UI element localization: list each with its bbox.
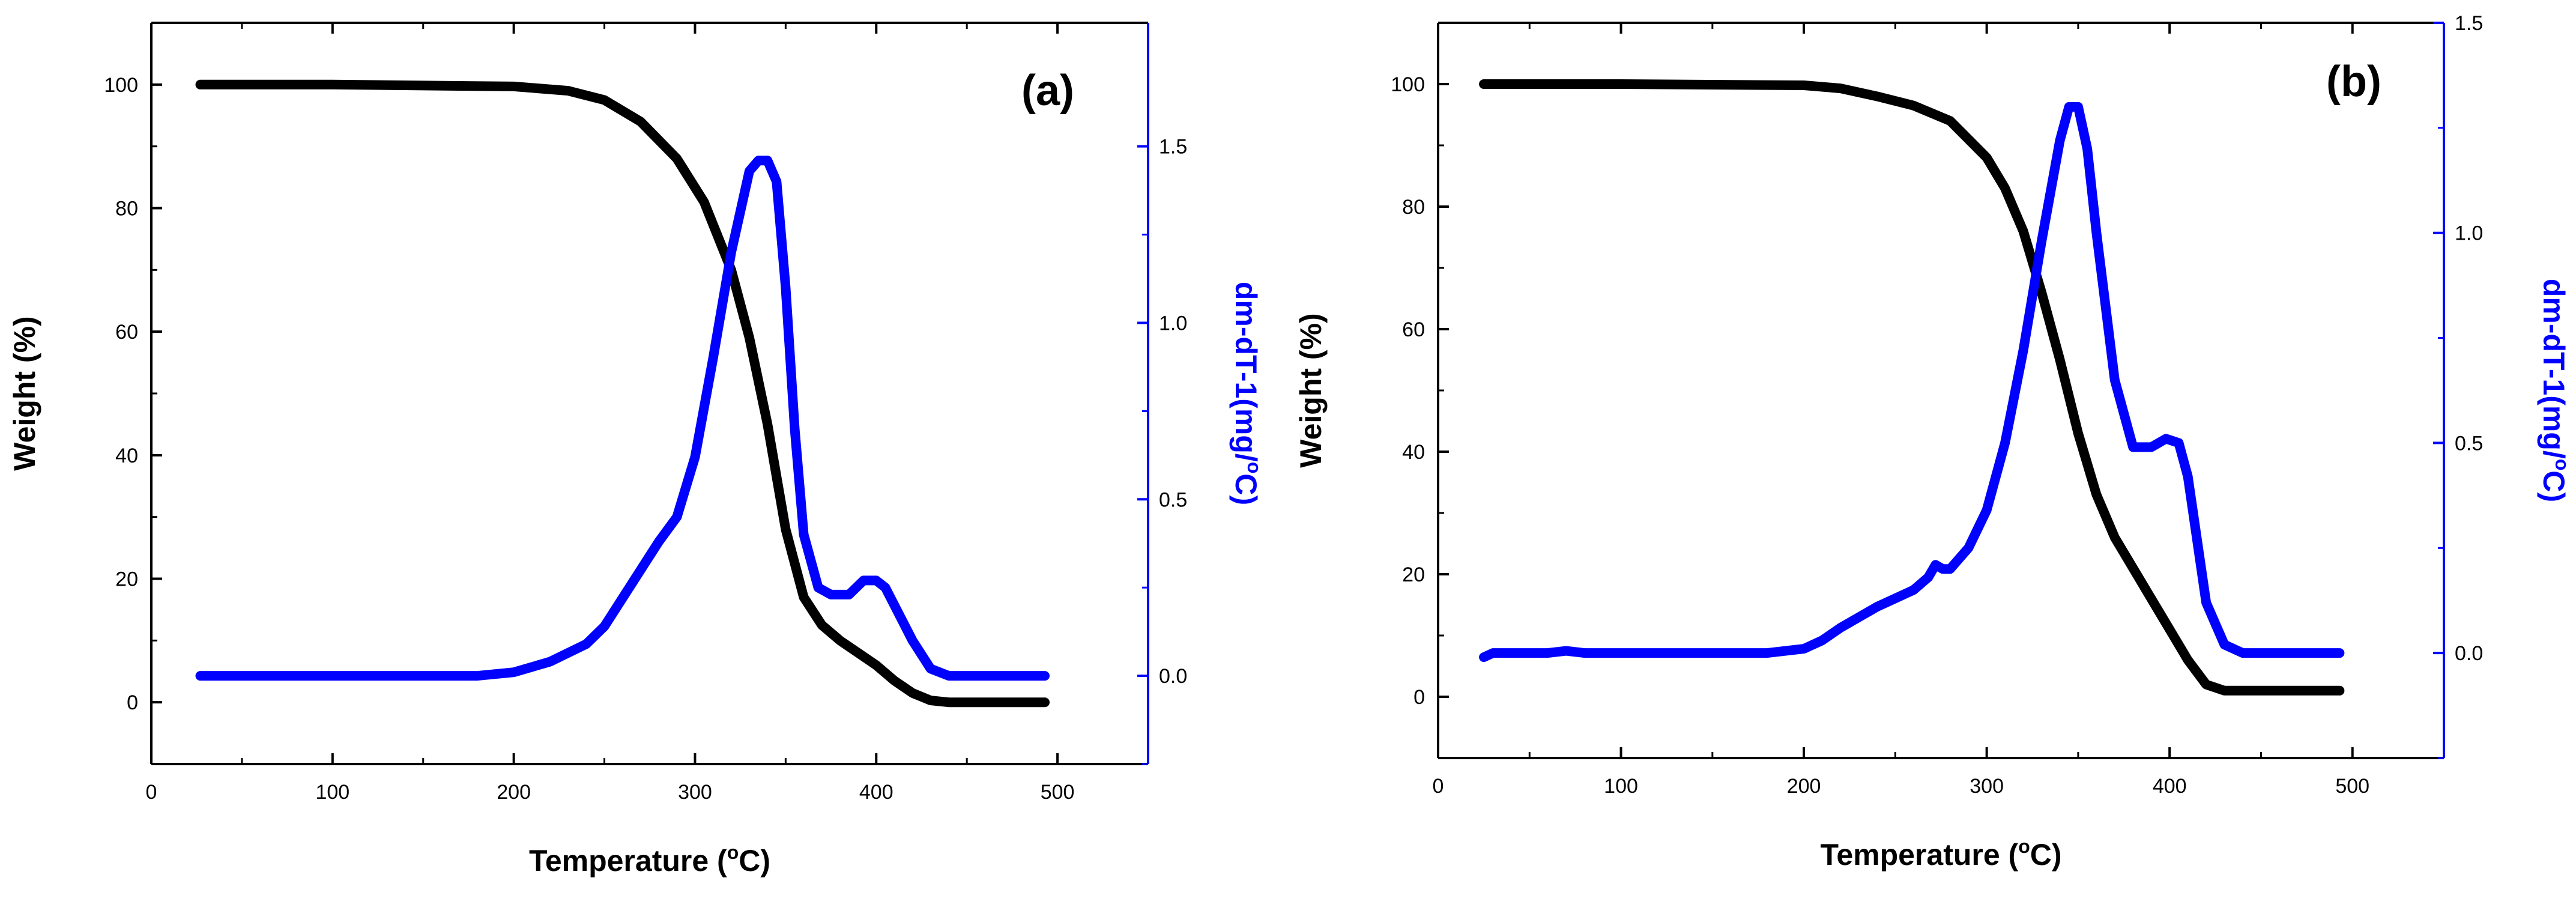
x-axis-title-tail: C): [2030, 838, 2062, 872]
x-tick-label: 500: [2335, 775, 2369, 798]
y2-tick-label: 1.5: [2455, 12, 2483, 35]
y2-tick-label: 1.0: [1159, 312, 1187, 335]
x-tick-label: 200: [1787, 775, 1821, 798]
y2-tick-label: 0.0: [1159, 665, 1187, 688]
y-tick-label: 60: [1402, 318, 1425, 341]
y-tick-label: 20: [1402, 563, 1425, 586]
x-tick-label: 500: [1041, 781, 1075, 804]
y-tick-label: 0: [127, 691, 138, 714]
x-tick-label: 200: [497, 781, 531, 804]
y2-axis-title-sup: o: [1244, 462, 1265, 474]
y-axis-title: Weight (%): [1294, 313, 1328, 467]
x-axis-title-main: Temperature (: [529, 844, 727, 878]
y2-axis-title: dm-dT-1(mg/oC): [2537, 279, 2573, 502]
y2-tick-label: 1.5: [1159, 136, 1187, 159]
chart-panel-a: 0 100 200 300 400 500 0 20 40 60 80 100 0.0 0.5 1.0 1.5…: [8, 22, 1265, 878]
x-tick-label: 400: [2153, 775, 2187, 798]
y2-tick-label: 0.5: [1159, 488, 1187, 511]
x-tick-label: 0: [146, 781, 157, 804]
y2-tick-label: 0.0: [2455, 642, 2483, 665]
y2-tick-label: 1.0: [2455, 222, 2483, 245]
y-tick-label: 40: [1402, 441, 1425, 464]
y-tick-label: 100: [104, 74, 138, 97]
weight-series-line: [195, 79, 1050, 708]
x-axis-title-sup: o: [2018, 836, 2030, 857]
x-tick-label: 100: [315, 781, 349, 804]
x-axis-title-tail: C): [739, 844, 770, 878]
x-axis-title-sup: o: [727, 842, 739, 863]
y-tick-label: 100: [1391, 73, 1425, 96]
x-tick-label: 300: [678, 781, 712, 804]
y-tick-label: 60: [115, 321, 138, 344]
weight-series-line: [1479, 79, 2345, 696]
panel-label: (a): [1021, 67, 1074, 115]
y-tick-label: 80: [115, 198, 138, 220]
y2-axis-title-main: dm-dT-1(mg/: [2537, 279, 2571, 459]
y2-tick-label: 0.5: [2455, 432, 2483, 455]
y2-axis-title: dm-dT-1(mg/oC): [1229, 282, 1265, 505]
derivative-series-line: [1479, 102, 2345, 663]
panel-label: (b): [2326, 58, 2381, 106]
x-tick-label: 0: [1433, 775, 1444, 798]
y2-axis-title-main: dm-dT-1(mg/: [1229, 282, 1263, 462]
x-tick-label: 400: [859, 781, 893, 804]
y2-axis-title-sup: o: [2551, 459, 2573, 471]
y2-axis-title-tail: C): [2537, 470, 2571, 502]
y-axis-title: Weight (%): [8, 316, 41, 470]
x-axis-title-main: Temperature (: [1820, 838, 2018, 872]
y2-axis-title-tail: C): [1229, 473, 1263, 505]
x-tick-label: 100: [1604, 775, 1638, 798]
y-tick-label: 0: [1413, 686, 1425, 709]
derivative-series-line: [195, 156, 1050, 681]
x-axis-title: Temperature (oC): [1820, 836, 2061, 872]
x-tick-label: 300: [1970, 775, 2004, 798]
chart-panel-b: 0 100 200 300 400 500 0 20 40 60 80 100 0.0 0.5 1.0 1.5…: [1294, 12, 2573, 872]
y-tick-label: 80: [1402, 196, 1425, 219]
y-tick-label: 20: [115, 568, 138, 591]
x-axis-title: Temperature (oC): [529, 842, 770, 878]
y-tick-label: 40: [115, 444, 138, 467]
